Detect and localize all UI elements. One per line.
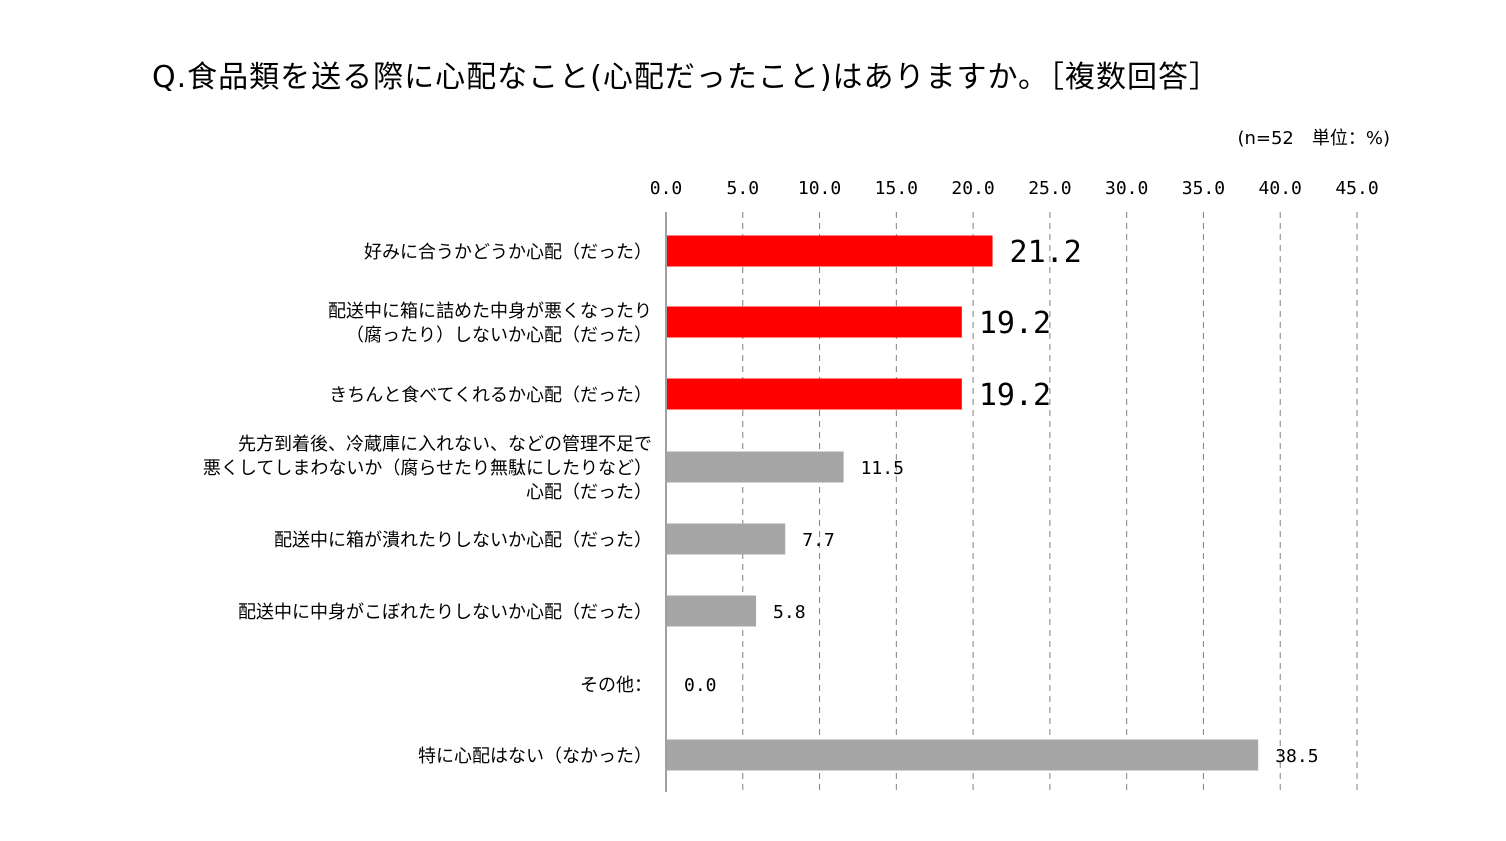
gridlines <box>742 212 1358 792</box>
data-label: 19.2 <box>979 378 1051 413</box>
tick-label: 45.0 <box>1335 178 1378 199</box>
data-label: 38.5 <box>1275 746 1318 767</box>
category-label: 特に心配はない（なかった） <box>418 746 652 767</box>
tick-label: 40.0 <box>1259 178 1302 199</box>
tick-label: 25.0 <box>1028 178 1071 199</box>
value-labels: 21.2 19.2 19.2 11.5 7.7 5.8 0.0 38.5 <box>684 235 1319 767</box>
data-label: 5.8 <box>773 602 806 623</box>
data-label: 7.7 <box>802 530 835 551</box>
tick-label: 10.0 <box>798 178 841 199</box>
bar <box>667 235 993 267</box>
category-label: 悪くしてしまわないか（腐らせたり無駄にしたりなど） <box>203 458 652 479</box>
category-label: きちんと食べてくれるか心配（だった） <box>329 385 652 406</box>
data-label: 21.2 <box>1010 235 1082 270</box>
bar <box>667 595 757 627</box>
category-label: 好みに合うかどうか心配（だった） <box>364 242 652 263</box>
category-label: その他： <box>580 675 652 696</box>
tick-labels: 0.0 5.0 10.0 15.0 20.0 25.0 30.0 35.0 40.0 45.0 <box>650 178 1379 199</box>
category-label: （腐ったり）しないか心配（だった） <box>346 325 652 346</box>
tick-label: 0.0 <box>650 178 683 199</box>
tick-label: 30.0 <box>1105 178 1148 199</box>
chart-title: Q.食品類を送る際に心配なこと(心配だったこと)はありますか。［複数回答］ <box>152 60 1220 95</box>
chart-note: (n=52 単位：%) <box>1237 128 1390 149</box>
tick-label: 35.0 <box>1182 178 1225 199</box>
bar <box>667 378 962 410</box>
bar <box>667 306 962 338</box>
tick-label: 15.0 <box>875 178 918 199</box>
bars <box>667 235 1259 771</box>
tick-label: 5.0 <box>727 178 760 199</box>
tick-label: 20.0 <box>951 178 994 199</box>
data-label: 0.0 <box>684 675 717 696</box>
bar <box>667 451 844 483</box>
category-label: 先方到着後、冷蔵庫に入れない、などの管理不足で <box>238 434 652 455</box>
data-label: 19.2 <box>979 306 1051 341</box>
category-labels: 好みに合うかどうか心配（だった） 配送中に箱に詰めた中身が悪くなったり （腐ったり）… <box>203 242 652 767</box>
category-label: 配送中に箱に詰めた中身が悪くなったり <box>328 301 652 322</box>
data-label: 11.5 <box>861 458 904 479</box>
bar <box>667 739 1259 771</box>
category-label: 心配（だった） <box>526 482 652 503</box>
category-label: 配送中に中身がこぼれたりしないか心配（だった） <box>238 602 652 623</box>
bar <box>667 523 786 555</box>
category-label: 配送中に箱が潰れたりしないか心配（だった） <box>274 530 652 551</box>
